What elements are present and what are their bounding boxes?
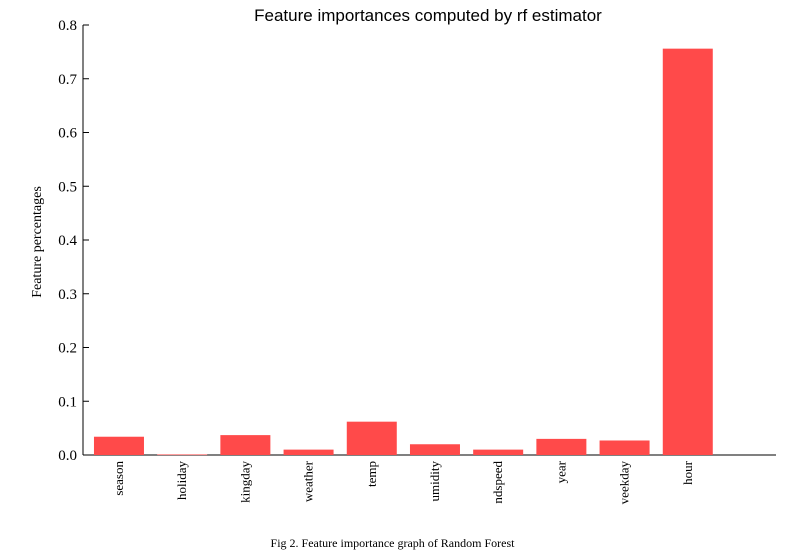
x-tick-label: holiday	[174, 461, 189, 500]
chart-title: Feature importances computed by rf estim…	[254, 6, 602, 25]
y-tick-label: 0.3	[58, 287, 77, 303]
bar-hour	[662, 48, 713, 456]
y-tick-label: 0.7	[58, 72, 77, 88]
bar-temp	[346, 421, 397, 455]
y-tick-label: 0.8	[58, 18, 77, 34]
bar-holiday	[157, 454, 208, 456]
x-ticks: season holiday kingday weather temp umidity nd…	[111, 460, 695, 504]
bar-veekday	[599, 440, 650, 455]
bar-umidity	[409, 444, 460, 455]
bar-weather	[283, 449, 334, 455]
bar-ndspeed	[473, 449, 524, 455]
bar-kingday	[220, 435, 271, 455]
x-tick-label: kingday	[237, 461, 252, 503]
x-tick-label: umidity	[427, 461, 442, 502]
y-tick-label: 0.5	[58, 179, 77, 195]
feature-importance-chart: Feature importances computed by rf estim…	[30, 6, 776, 504]
y-tick-label: 0.1	[58, 394, 77, 410]
x-tick-label: hour	[680, 460, 695, 485]
bar-season	[93, 436, 144, 455]
y-tick-label: 0.6	[58, 126, 77, 142]
bars	[93, 48, 713, 456]
x-tick-label: year	[553, 460, 568, 483]
y-axis-label: Feature percentages	[30, 186, 45, 298]
x-tick-label: veekday	[617, 461, 632, 505]
x-tick-label: season	[111, 461, 126, 496]
figure-caption: Fig 2. Feature importance graph of Rando…	[270, 536, 515, 550]
y-tick-label: 0.4	[58, 233, 77, 249]
x-tick-label: temp	[364, 461, 379, 487]
x-tick-label: ndspeed	[490, 461, 505, 504]
y-tick-label: 0.0	[58, 448, 77, 464]
y-tick-label: 0.2	[58, 341, 77, 357]
y-ticks: 0.0 0.1 0.2 0.3 0.4 0.5 0.6 0.7 0.8	[58, 18, 89, 464]
x-tick-label: weather	[301, 460, 316, 502]
bar-year	[536, 438, 587, 455]
